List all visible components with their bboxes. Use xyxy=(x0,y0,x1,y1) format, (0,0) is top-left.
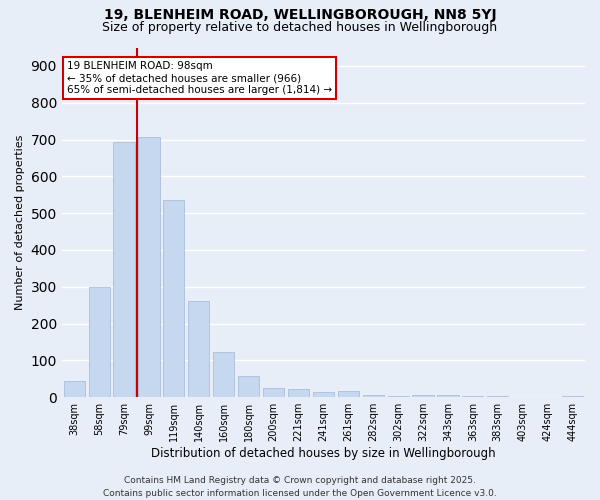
Bar xyxy=(437,396,458,397)
Bar xyxy=(362,394,384,397)
Bar xyxy=(213,352,235,397)
Bar xyxy=(64,382,85,397)
Bar xyxy=(313,392,334,397)
Bar xyxy=(338,391,359,397)
Text: 19 BLENHEIM ROAD: 98sqm
← 35% of detached houses are smaller (966)
65% of semi-d: 19 BLENHEIM ROAD: 98sqm ← 35% of detache… xyxy=(67,62,332,94)
Bar xyxy=(163,200,184,397)
Bar xyxy=(263,388,284,397)
Bar xyxy=(462,396,484,397)
X-axis label: Distribution of detached houses by size in Wellingborough: Distribution of detached houses by size … xyxy=(151,447,496,460)
Text: Size of property relative to detached houses in Wellingborough: Size of property relative to detached ho… xyxy=(103,21,497,34)
Bar xyxy=(113,142,134,397)
Text: 19, BLENHEIM ROAD, WELLINGBOROUGH, NN8 5YJ: 19, BLENHEIM ROAD, WELLINGBOROUGH, NN8 5… xyxy=(104,8,496,22)
Bar xyxy=(288,389,309,397)
Bar xyxy=(238,376,259,397)
Bar xyxy=(562,396,583,397)
Text: Contains HM Land Registry data © Crown copyright and database right 2025.
Contai: Contains HM Land Registry data © Crown c… xyxy=(103,476,497,498)
Bar xyxy=(412,394,434,397)
Bar xyxy=(89,287,110,397)
Bar xyxy=(487,396,508,397)
Bar xyxy=(188,302,209,397)
Bar xyxy=(388,396,409,397)
Bar xyxy=(139,137,160,397)
Y-axis label: Number of detached properties: Number of detached properties xyxy=(15,134,25,310)
